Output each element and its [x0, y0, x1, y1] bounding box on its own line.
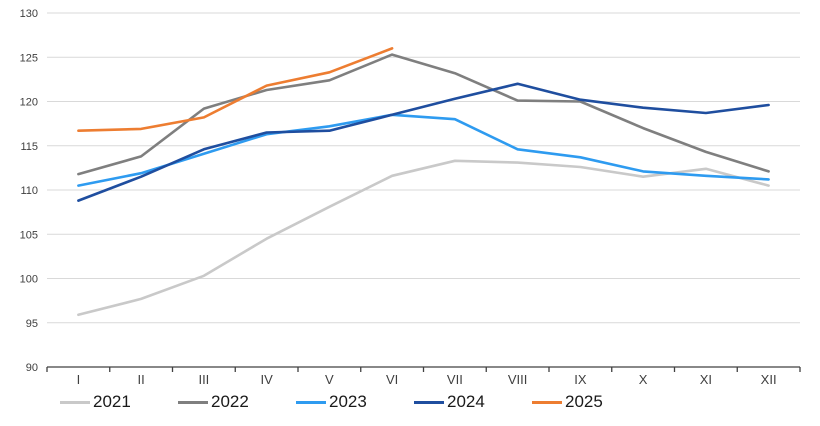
legend-item-2024: 2024 [414, 392, 532, 412]
legend-item-2025: 2025 [532, 392, 650, 412]
series-line-2022 [77, 53, 770, 176]
legend-swatch-2024 [414, 400, 444, 404]
legend-label-2025: 2025 [565, 392, 603, 411]
legend-label-2022: 2022 [211, 392, 249, 411]
y-axis-tick-label-130: 130 [20, 8, 38, 20]
legend-item-2021: 2021 [60, 392, 178, 412]
y-axis-tick-label-125: 125 [20, 52, 38, 64]
legend-label-2024: 2024 [447, 392, 485, 411]
x-axis-tick-label-II: II [138, 372, 145, 387]
series-line-2021 [77, 159, 770, 317]
legend-label-2021: 2021 [93, 392, 131, 411]
y-axis-tick-label-100: 100 [20, 274, 38, 286]
x-axis-tick-label-III: III [198, 372, 209, 387]
series-line-2023 [77, 113, 770, 187]
series-line-2024 [77, 82, 770, 202]
chart-legend: 2021 2022 2023 2024 2025 [60, 388, 780, 416]
y-axis-tick-label-90: 90 [26, 362, 38, 374]
x-axis-tick-label-VII: VII [447, 372, 463, 387]
y-axis-tick-label-95: 95 [26, 318, 38, 330]
legend-swatch-2021 [60, 400, 90, 404]
x-axis-tick-label-XII: XII [761, 372, 777, 387]
legend-swatch-2025 [532, 400, 562, 404]
x-axis-tick-label-V: V [325, 372, 334, 387]
legend-item-2023: 2023 [296, 392, 414, 412]
y-axis-tick-label-120: 120 [20, 97, 38, 109]
x-axis-tick-label-VIII: VIII [508, 372, 528, 387]
legend-swatch-2023 [296, 400, 326, 404]
x-axis-tick-label-XI: XI [700, 372, 712, 387]
y-axis-tick-label-105: 105 [20, 229, 38, 241]
x-axis-tick-label-I: I [77, 372, 81, 387]
x-axis-tick-label-IX: IX [574, 372, 587, 387]
x-axis-tick-label-X: X [639, 372, 648, 387]
legend-item-2022: 2022 [178, 392, 296, 412]
legend-label-2023: 2023 [329, 392, 367, 411]
y-axis-tick-label-115: 115 [20, 141, 38, 153]
x-axis-tick-label-VI: VI [386, 372, 398, 387]
y-axis-tick-label-110: 110 [20, 185, 38, 197]
series-line-2025 [77, 47, 394, 132]
x-axis-tick-label-IV: IV [260, 372, 273, 387]
legend-swatch-2022 [178, 400, 208, 404]
